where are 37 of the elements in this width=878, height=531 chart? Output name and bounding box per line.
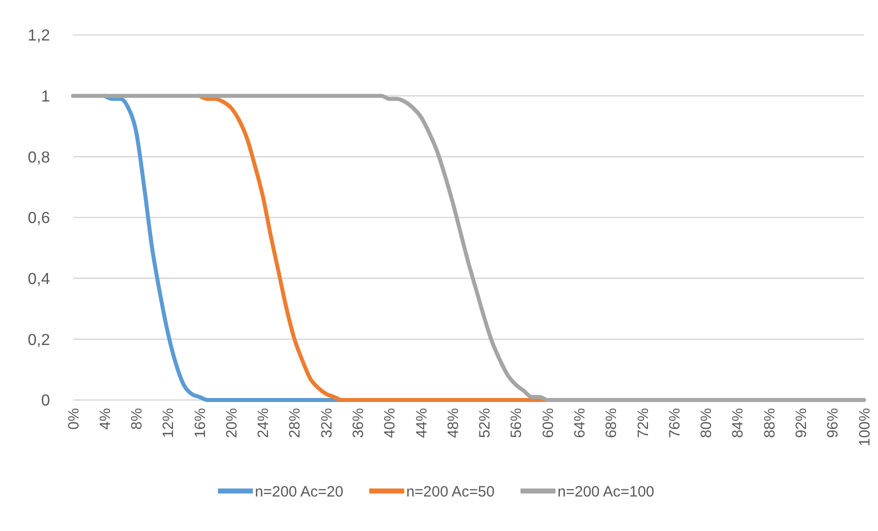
x-tick-label: 76% — [666, 408, 684, 438]
x-tick-label: 88% — [761, 408, 778, 438]
x-tick-label: 96% — [824, 408, 842, 438]
y-tick-label: 0,2 — [28, 332, 50, 349]
x-tick-label: 72% — [634, 408, 652, 438]
x-tick-label: 40% — [382, 408, 399, 438]
x-tick-label: 52% — [476, 408, 494, 438]
legend-label: n=200 Ac=20 — [254, 483, 344, 500]
y-tick-label: 0,6 — [28, 210, 50, 228]
x-tick-label: 44% — [413, 408, 430, 438]
x-tick-label: 68% — [603, 408, 620, 438]
legend-label: n=200 Ac=100 — [558, 483, 654, 500]
x-tick-label: 64% — [571, 408, 588, 438]
legend-label: n=200 Ac=50 — [406, 483, 495, 500]
x-tick-label: 8% — [128, 408, 146, 430]
x-tick-label: 80% — [698, 408, 716, 438]
x-tick-label: 92% — [792, 408, 810, 438]
x-tick-label: 28% — [286, 408, 304, 438]
y-tick-label: 0,8 — [28, 149, 50, 166]
y-tick-label: 0,4 — [28, 270, 50, 288]
line-series — [71, 94, 866, 402]
y-tick-label: 1,2 — [28, 28, 50, 45]
x-tick-label: 24% — [255, 408, 272, 438]
x-tick-label: 16% — [192, 408, 209, 438]
x-tick-label: 0% — [65, 408, 82, 430]
y-tick-label: 1 — [41, 88, 50, 106]
x-tick-label: 56% — [508, 408, 526, 438]
x-tick-label: 32% — [318, 408, 336, 438]
x-tick-label: 60% — [540, 408, 557, 438]
x-tick-label: 36% — [350, 408, 368, 438]
x-tick-label: 100% — [856, 408, 874, 446]
x-tick-label: 20% — [223, 408, 240, 438]
y-tick-label: 0 — [41, 392, 50, 410]
x-tick-label: 84% — [730, 408, 747, 438]
x-tick-label: 48% — [444, 408, 462, 438]
x-tick-label: 12% — [160, 408, 178, 438]
x-tick-label: 4% — [96, 408, 114, 430]
